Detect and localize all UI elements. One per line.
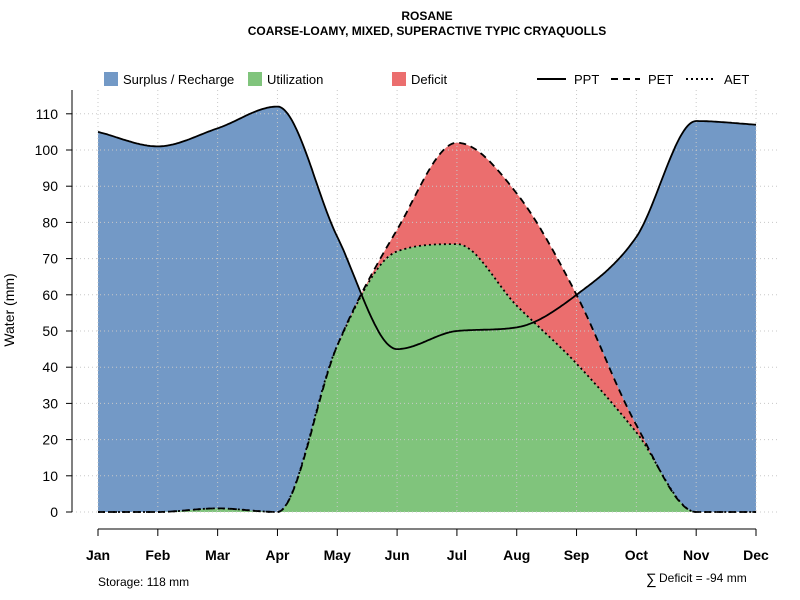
lines-layer <box>97 105 757 513</box>
areas-layer <box>98 106 756 513</box>
x-tick-label: Sep <box>564 547 590 563</box>
area-deficit <box>98 142 756 513</box>
series-line-pet <box>98 141 756 513</box>
y-tick-label: 100 <box>35 142 59 158</box>
y-ticks: 0 10 20 30 40 50 60 70 80 90 100 110 <box>35 106 72 520</box>
y-tick-label: 30 <box>42 395 58 411</box>
y-tick-label: 60 <box>42 287 58 303</box>
y-tick-label: 20 <box>42 432 58 448</box>
x-tick-label: Feb <box>145 547 170 563</box>
y-tick-label: 10 <box>42 468 58 484</box>
x-tick-label: Jun <box>385 547 410 563</box>
chart-subtitle: COARSE-LOAMY, MIXED, SUPERACTIVE TYPIC C… <box>248 24 606 38</box>
x-tick-label: Apr <box>265 547 290 563</box>
y-tick-label: 110 <box>36 106 59 122</box>
legend-label-pet: PET <box>648 72 673 87</box>
y-tick-label: 0 <box>50 504 58 520</box>
chart-title: ROSANE <box>401 9 452 23</box>
storage-note: Storage: 118 mm <box>98 575 189 589</box>
x-tick-label: Oct <box>625 547 649 563</box>
x-ticks: Jan Feb Mar Apr May Jun Jul Aug Sep Oct Nov Dec <box>86 529 769 563</box>
x-tick-label: Jan <box>86 547 110 563</box>
x-tick-label: Aug <box>503 547 530 563</box>
legend-label-ppt: PPT <box>574 72 599 87</box>
legend: Surplus / Recharge Utilization Deficit P… <box>104 72 749 87</box>
y-tick-label: 70 <box>42 251 58 267</box>
deficit-note: Deficit = -94 mm <box>659 571 747 585</box>
legend-swatch-deficit <box>392 72 406 86</box>
x-tick-label: Jul <box>447 547 467 563</box>
y-tick-label: 40 <box>42 359 58 375</box>
y-tick-label: 90 <box>42 178 58 194</box>
legend-label-surplus: Surplus / Recharge <box>123 72 234 87</box>
legend-label-aet: AET <box>724 72 749 87</box>
y-tick-label: 50 <box>42 323 58 339</box>
y-tick-label: 80 <box>42 214 58 230</box>
legend-label-utilization: Utilization <box>267 72 323 87</box>
deficit-sum-symbol: ∑ <box>646 571 657 588</box>
legend-label-deficit: Deficit <box>411 72 448 87</box>
y-axis-label: Water (mm) <box>1 273 17 346</box>
legend-swatch-utilization <box>248 72 262 86</box>
x-tick-label: Mar <box>205 547 230 563</box>
x-tick-label: Dec <box>743 547 769 563</box>
area-utilization <box>98 244 756 512</box>
x-tick-label: Nov <box>683 547 710 563</box>
legend-swatch-surplus <box>104 72 118 86</box>
area-surplus <box>98 106 756 512</box>
x-tick-label: May <box>324 547 351 563</box>
axis-layer <box>71 90 756 530</box>
series-line-ppt <box>97 105 757 350</box>
